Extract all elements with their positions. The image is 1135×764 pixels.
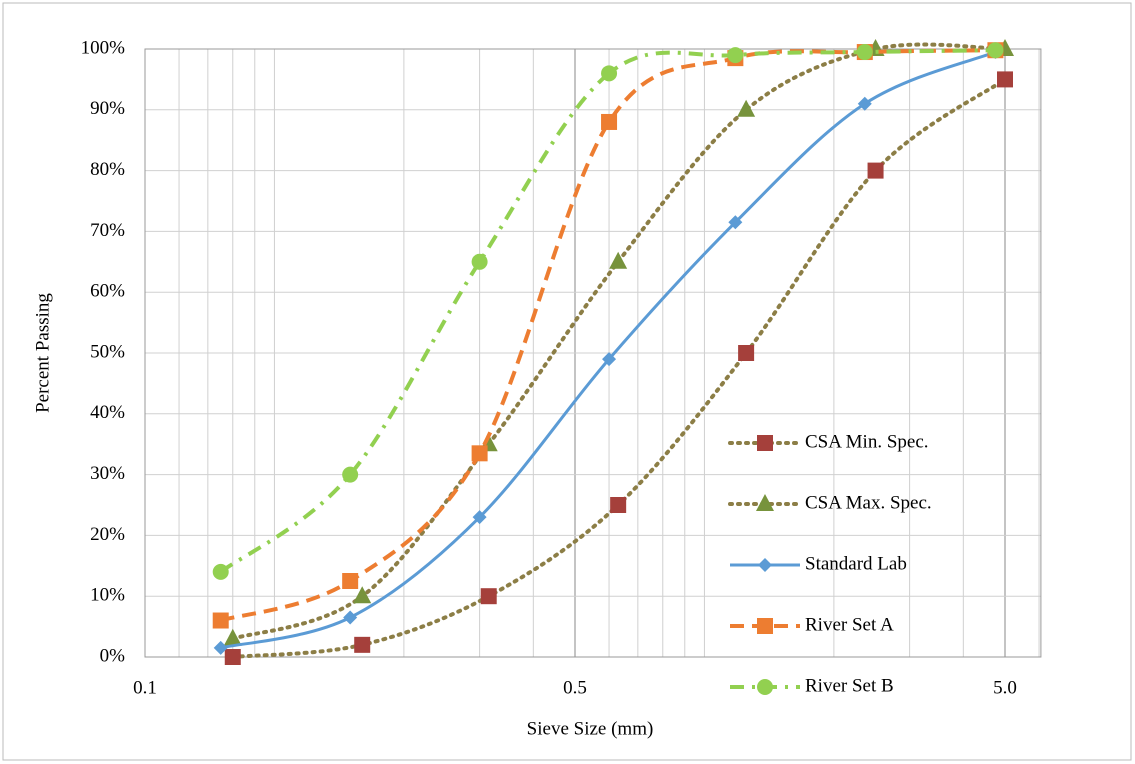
y-tick-label: 100% xyxy=(81,37,126,58)
y-axis-title: Percent Passing xyxy=(32,293,53,413)
marker xyxy=(472,510,487,525)
marker xyxy=(342,466,359,483)
y-tick-label: 50% xyxy=(90,341,125,362)
marker xyxy=(602,352,617,367)
marker xyxy=(212,563,229,580)
y-tick-label: 10% xyxy=(90,585,125,606)
y-tick-label: 30% xyxy=(90,463,125,484)
legend-marker xyxy=(757,435,773,451)
marker xyxy=(610,497,627,513)
marker xyxy=(601,113,618,130)
marker xyxy=(738,345,755,361)
marker xyxy=(727,47,744,64)
legend-marker xyxy=(757,618,773,634)
marker xyxy=(987,42,1004,59)
marker xyxy=(343,610,358,625)
marker xyxy=(224,649,241,665)
x-axis-title: Sieve Size (mm) xyxy=(527,718,654,739)
marker xyxy=(213,640,228,655)
legend-label: CSA Min. Spec. xyxy=(805,431,929,452)
marker xyxy=(857,96,872,111)
legend-marker xyxy=(756,494,774,511)
legend-marker xyxy=(757,679,773,695)
marker xyxy=(212,612,229,629)
legend-marker xyxy=(758,558,772,572)
y-tick-label: 90% xyxy=(90,98,125,119)
y-tick-label: 20% xyxy=(90,524,125,545)
marker xyxy=(471,445,488,462)
x-tick-label: 5.0 xyxy=(993,677,1017,698)
marker xyxy=(867,162,884,179)
marker xyxy=(601,65,618,82)
marker xyxy=(609,251,628,269)
y-tick-label: 60% xyxy=(90,281,125,302)
marker xyxy=(354,636,371,653)
marker xyxy=(471,253,488,270)
y-tick-label: 80% xyxy=(90,159,125,180)
marker xyxy=(342,573,359,589)
y-tick-label: 0% xyxy=(100,645,126,666)
legend-label: River Set B xyxy=(805,675,894,696)
marker xyxy=(223,628,242,646)
marker xyxy=(737,99,756,117)
y-tick-label: 70% xyxy=(90,220,125,241)
marker xyxy=(856,44,873,61)
y-tick-label: 40% xyxy=(90,402,125,423)
marker xyxy=(480,588,497,605)
marker xyxy=(997,71,1013,88)
marker xyxy=(728,215,743,230)
x-tick-label: 0.5 xyxy=(563,677,587,698)
legend-label: River Set A xyxy=(805,614,894,635)
x-tick-label: 0.1 xyxy=(133,677,157,698)
marker xyxy=(353,586,372,604)
plot-frame xyxy=(144,48,1042,658)
legend-label: Standard Lab xyxy=(805,553,907,574)
legend-label: CSA Max. Spec. xyxy=(805,492,932,513)
